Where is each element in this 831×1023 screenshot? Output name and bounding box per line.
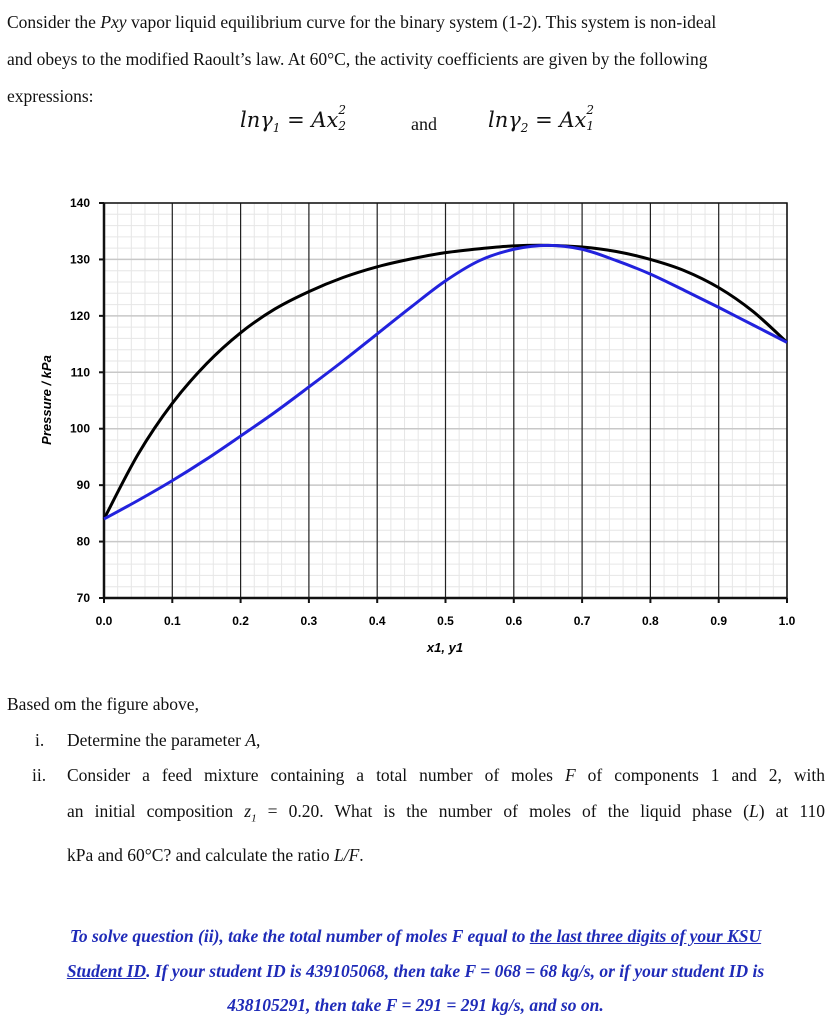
svg-text:0.4: 0.4 bbox=[369, 614, 386, 628]
tick-labels: 70 80 90 100 110 120 130 140 0.0 0.1 0.2 0.3 0.4 0.5 0… bbox=[70, 196, 796, 628]
svg-text:0.3: 0.3 bbox=[301, 614, 318, 628]
svg-text:110: 110 bbox=[71, 365, 91, 379]
svg-text:90: 90 bbox=[77, 478, 91, 492]
questions-lead: Based om the figure above, bbox=[7, 694, 199, 714]
major-grid bbox=[103, 202, 788, 599]
svg-text:70: 70 bbox=[77, 591, 91, 605]
note-line-3: 438105291, then take F = 291 = 291 kg/s,… bbox=[227, 995, 604, 1015]
intro-line-2: and obeys to the modified Raoult’s law. … bbox=[7, 49, 708, 69]
x-axis-label: x1, y1 bbox=[426, 640, 463, 655]
svg-text:0.6: 0.6 bbox=[505, 614, 522, 628]
svg-text:130: 130 bbox=[70, 252, 90, 266]
svg-text:0.8: 0.8 bbox=[642, 614, 659, 628]
note-line-2: Student ID. If your student ID is 439105… bbox=[66, 961, 765, 981]
equation-gamma1: lnγ1 = Ax 2 2 bbox=[240, 103, 347, 136]
svg-text:120: 120 bbox=[70, 309, 90, 323]
bubble-curve-x1 bbox=[102, 243, 789, 520]
svg-text:100: 100 bbox=[70, 422, 90, 436]
y-axis-label: Pressure / kPa bbox=[39, 355, 54, 445]
pxy-chart: 70 80 90 100 110 120 130 140 0.0 0.1 0.2 0.3 0.4 0.5 0… bbox=[39, 196, 796, 655]
question-ii-line-3: kPa and 60°C? and calculate the ratio L/… bbox=[67, 844, 364, 865]
note-line-1: To solve question (ii), take the total n… bbox=[69, 926, 762, 946]
intro-line-3: expressions: bbox=[7, 86, 94, 106]
svg-text:0.1: 0.1 bbox=[164, 614, 181, 628]
intro-line-1: Consider the Pxy vapor liquid equilibriu… bbox=[7, 12, 717, 32]
svg-text:1.0: 1.0 bbox=[779, 614, 796, 628]
question-ii-line-2: an initial composition z1 = 0.20. What i… bbox=[67, 801, 826, 825]
question-i-text: Determine the parameter A, bbox=[67, 730, 261, 750]
svg-text:140: 140 bbox=[70, 196, 90, 210]
question-i-number: i. bbox=[35, 730, 45, 750]
question-ii-number: ii. bbox=[32, 765, 47, 785]
equation-gamma2: lnγ2 = Ax 2 1 bbox=[488, 103, 595, 136]
svg-text:0.5: 0.5 bbox=[437, 614, 454, 628]
svg-text:0.9: 0.9 bbox=[710, 614, 727, 628]
svg-text:80: 80 bbox=[77, 535, 91, 549]
svg-text:0.0: 0.0 bbox=[96, 614, 113, 628]
dew-curve-y1 bbox=[103, 243, 788, 521]
svg-text:0.2: 0.2 bbox=[232, 614, 249, 628]
intro-paragraph: Consider the Pxy vapor liquid equilibriu… bbox=[7, 4, 825, 115]
svg-text:0.7: 0.7 bbox=[574, 614, 591, 628]
question-ii-text: Consider a feed mixture containing a tot… bbox=[67, 757, 825, 873]
question-ii-line-1: Consider a feed mixture containing a tot… bbox=[67, 765, 825, 785]
and-label: and bbox=[411, 114, 437, 134]
